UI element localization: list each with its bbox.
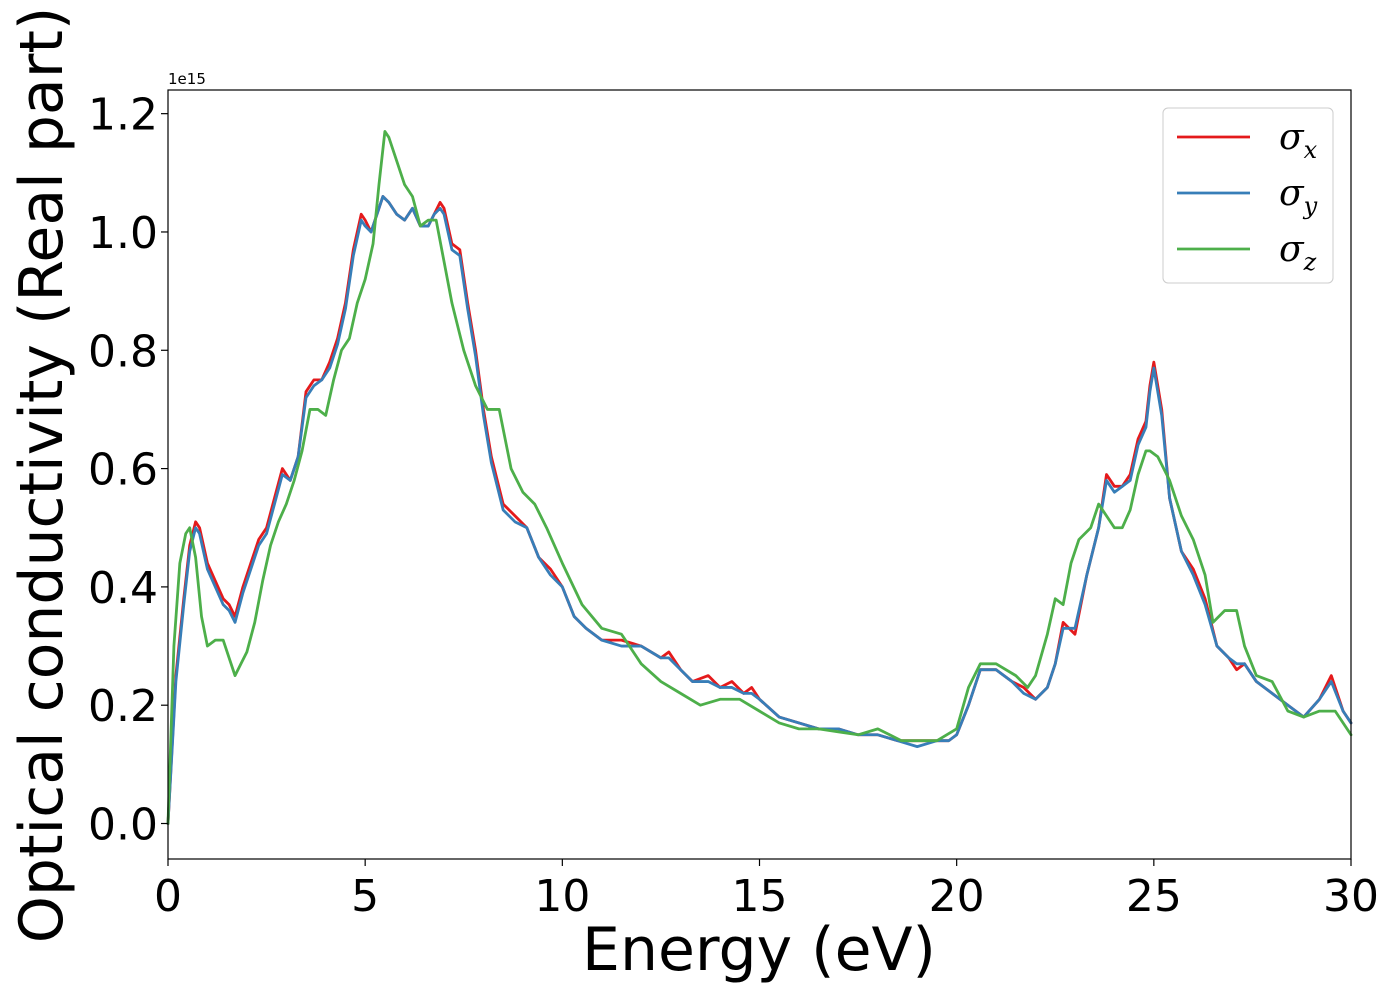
legend-label-subscript: z [1303, 248, 1317, 276]
y-tick-label: 1.2 [88, 90, 158, 141]
x-tick-label: 25 [1126, 871, 1182, 922]
legend-label-x: σx [1279, 117, 1318, 164]
legend-label-z: σz [1279, 229, 1317, 276]
y-tick-label: 0.2 [88, 681, 158, 732]
legend-label-subscript: y [1303, 192, 1318, 220]
legend-label-y: σy [1279, 173, 1318, 220]
y-tick-label: 0.4 [88, 563, 158, 614]
series-line-z [166, 130, 1353, 825]
x-axis-title: Energy (eV) [582, 915, 936, 985]
ticks-layer: 0 5 10 15 20 25 30 0.0 0.2 0.4 0.6 0.8 1.0 1.2 [88, 90, 1379, 922]
y-tick-label: 1.0 [88, 208, 158, 259]
legend-label-subscript: x [1304, 136, 1318, 164]
x-tick-label: 30 [1323, 871, 1379, 922]
y-tick-label: 0.8 [88, 326, 158, 377]
legend-label-base: σ [1279, 117, 1305, 158]
x-tick-label: 0 [154, 871, 182, 922]
x-tick-label: 15 [732, 871, 788, 922]
x-tick-label: 5 [351, 871, 379, 922]
legend-label-base: σ [1279, 173, 1305, 214]
x-tick-label: 10 [534, 871, 590, 922]
y-tick-label: 0.6 [88, 445, 158, 496]
series-line-y [166, 195, 1353, 825]
legend-label-base: σ [1279, 229, 1305, 270]
x-tick-label: 20 [929, 871, 985, 922]
y-axis-title: Optical conductivity (Real part) [7, 7, 77, 944]
y-offset-label: 1e15 [168, 70, 206, 88]
legend-box [1162, 107, 1334, 284]
plot-frame [167, 89, 1352, 860]
y-tick-label: 0.0 [88, 800, 158, 851]
series-layer [166, 130, 1353, 825]
